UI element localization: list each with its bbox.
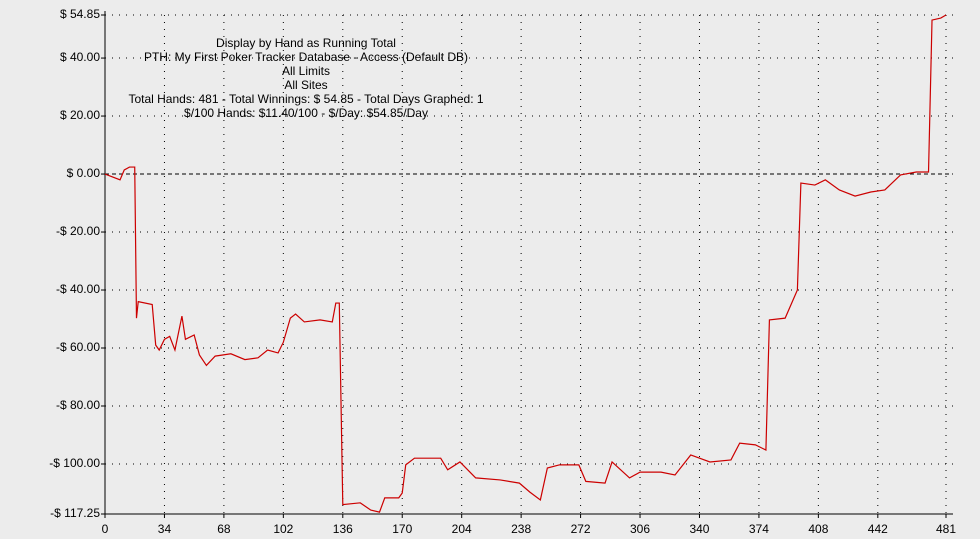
x-tick-label: 238 <box>511 522 531 536</box>
x-tick-label: 68 <box>217 522 231 536</box>
x-tick-label: 272 <box>571 522 591 536</box>
line-series <box>104 14 947 513</box>
subtitle-line: Total Hands: 481 - Total Winnings: $ 54.… <box>128 92 483 106</box>
y-tick-label: -$ 117.25 <box>50 506 100 520</box>
y-tick-label: $ 40.00 <box>60 50 100 64</box>
x-tick-label: 408 <box>808 522 828 536</box>
subtitle-line: All Limits <box>282 64 330 78</box>
y-tick-label: $ 0.00 <box>67 166 101 180</box>
x-tick-label: 34 <box>158 522 172 536</box>
y-tick-label: $ 20.00 <box>60 108 100 122</box>
subtitle-line: $/100 Hands: $11.40/100 - $/Day: $54.85/… <box>184 106 428 120</box>
y-tick-label: $ 54.85 <box>60 7 100 21</box>
x-tick-label: 340 <box>689 522 709 536</box>
y-tick-label: -$ 100.00 <box>49 456 100 470</box>
y-tick-label: -$ 60.00 <box>56 340 100 354</box>
x-tick-label: 306 <box>630 522 650 536</box>
y-tick-label: -$ 20.00 <box>56 224 100 238</box>
x-tick-label: 102 <box>273 522 293 536</box>
y-tick-label: -$ 80.00 <box>56 398 100 412</box>
subtitle-line: PTH: My First Poker Tracker Database - A… <box>144 50 468 64</box>
x-tick-label: 442 <box>868 522 888 536</box>
x-tick-label: 0 <box>102 522 109 536</box>
x-tick-label: 136 <box>333 522 353 536</box>
x-tick-label: 204 <box>452 522 472 536</box>
x-tick-label: 170 <box>392 522 412 536</box>
y-tick-label: -$ 40.00 <box>56 282 100 296</box>
x-tick-label: 481 <box>936 522 956 536</box>
chart-title: Display by Hand as Running Total <box>216 36 396 50</box>
x-tick-label: 374 <box>749 522 769 536</box>
subtitle-line: All Sites <box>284 78 327 92</box>
